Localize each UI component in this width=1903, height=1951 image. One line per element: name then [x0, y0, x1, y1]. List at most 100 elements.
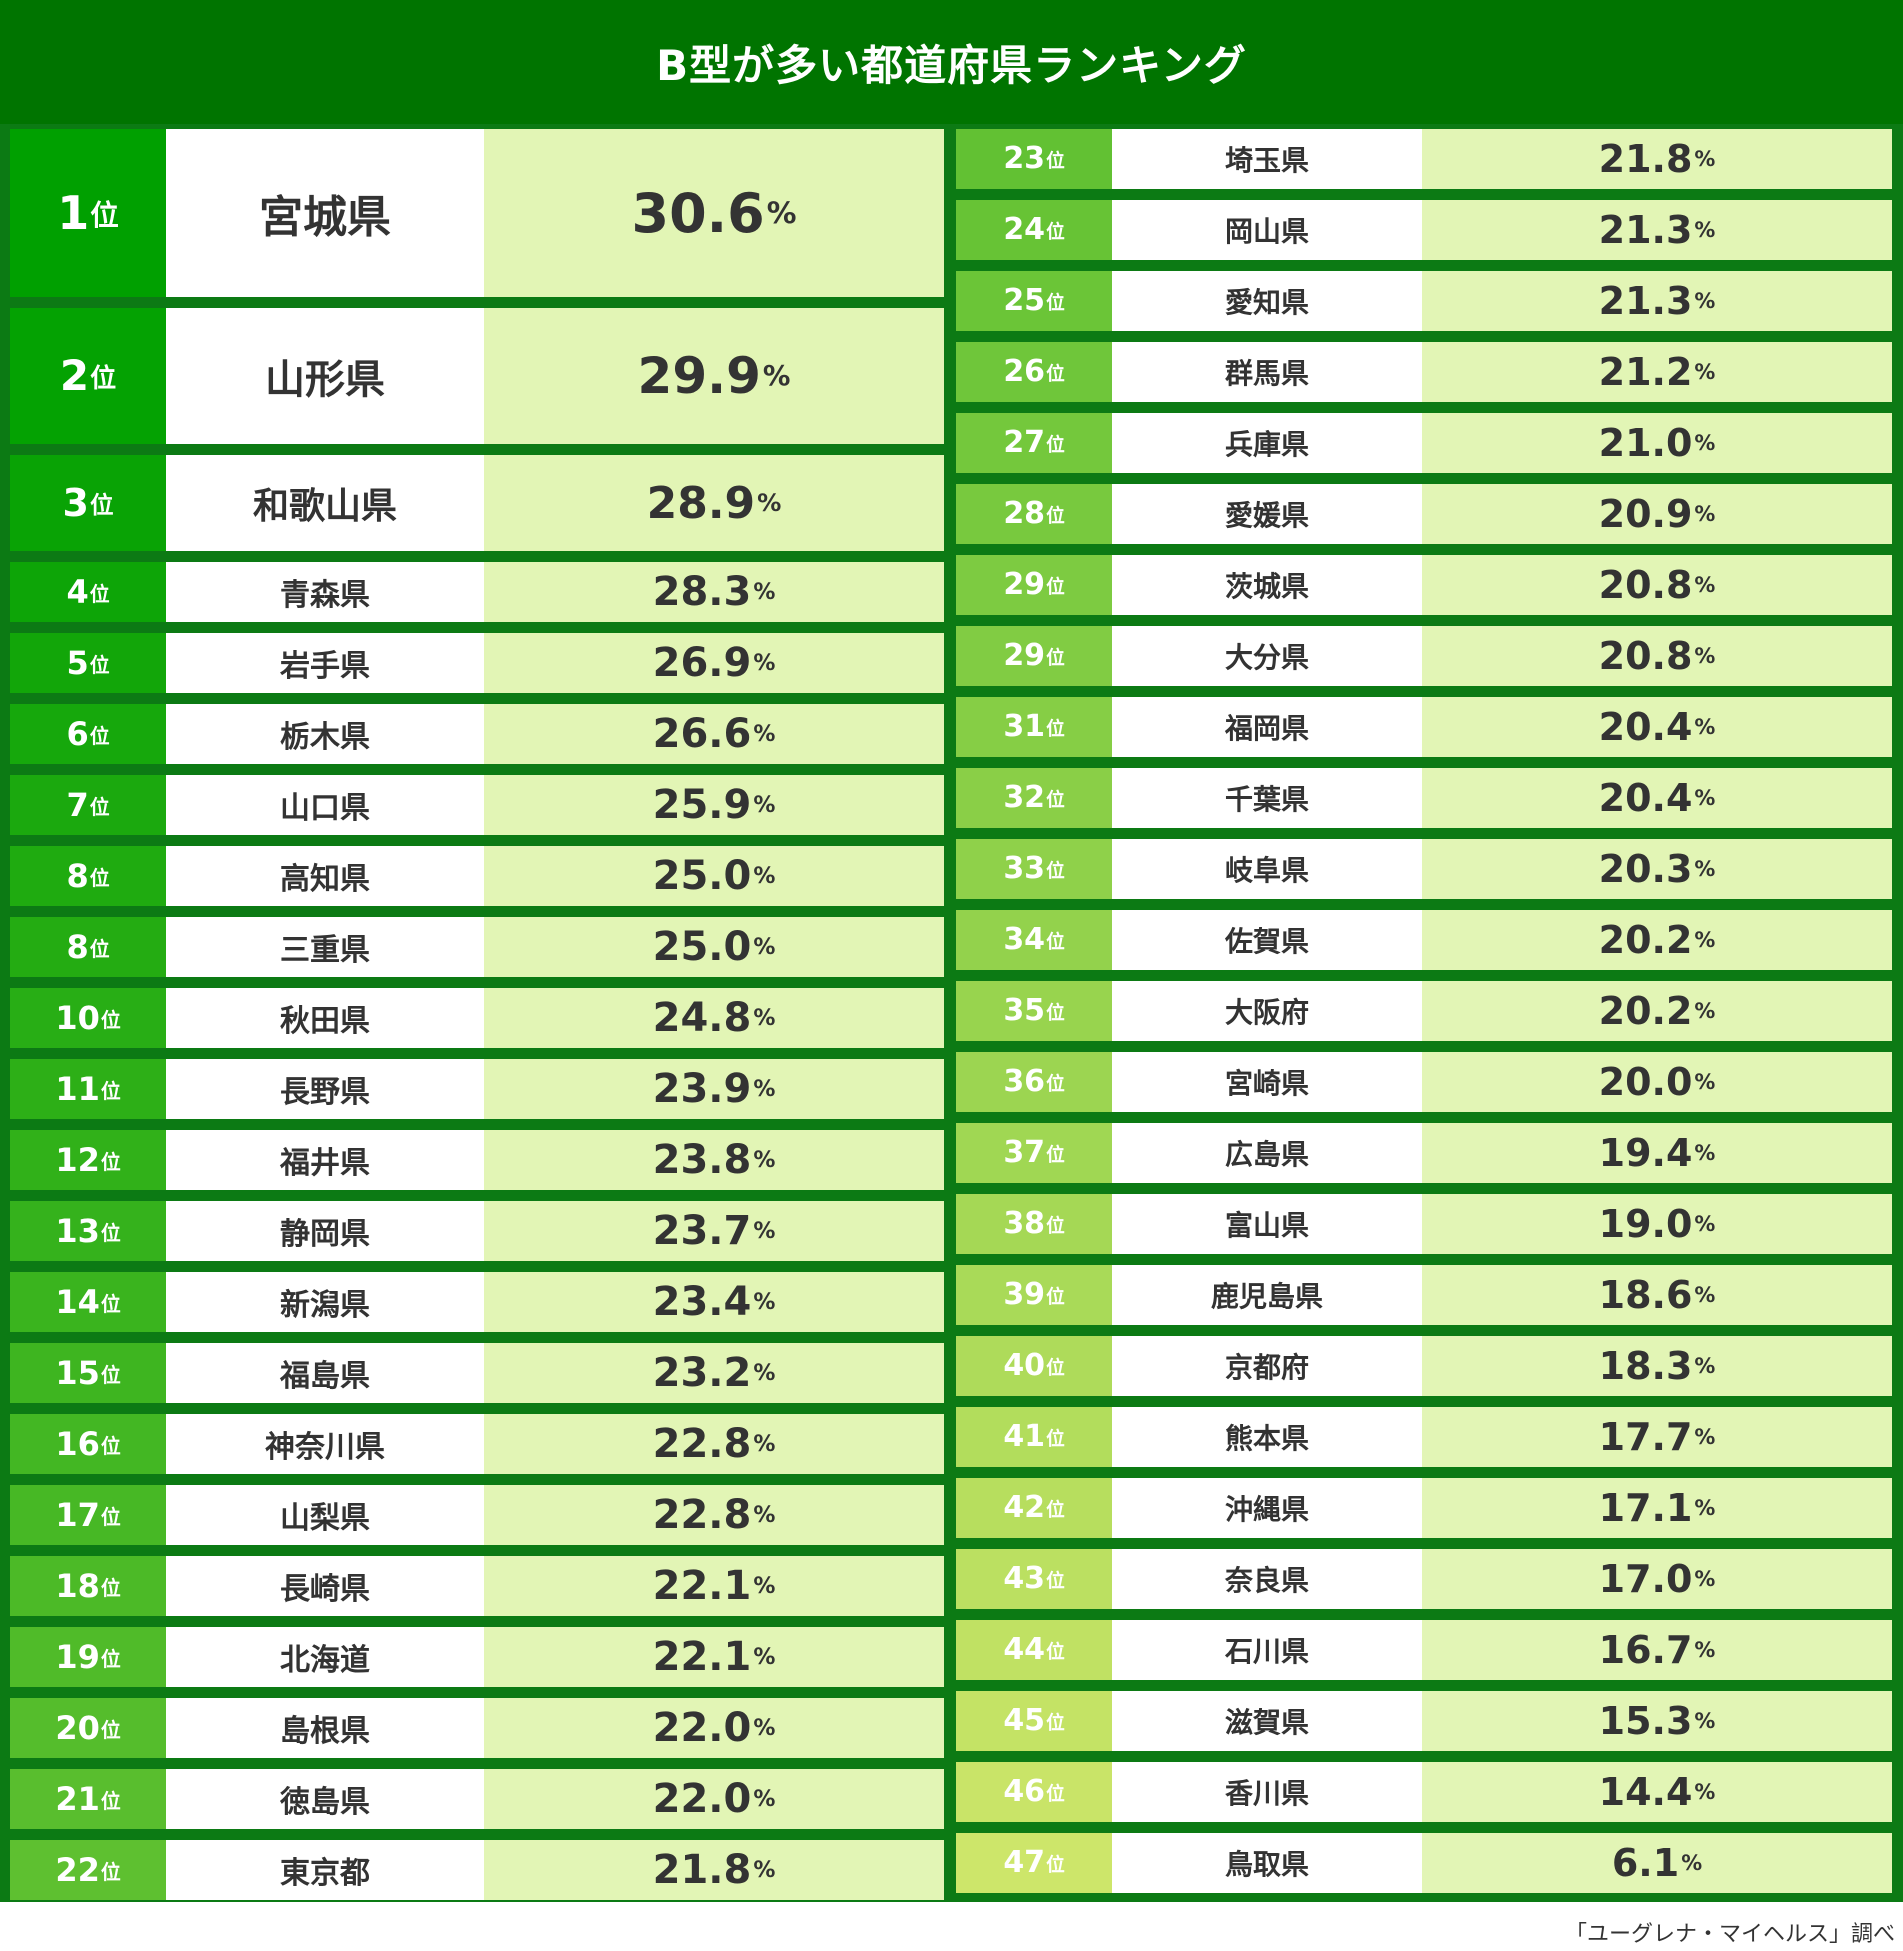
value-number: 18.3 — [1598, 1344, 1693, 1388]
prefecture-name: 栃木県 — [166, 704, 484, 764]
prefecture-name: 高知県 — [166, 846, 484, 906]
prefecture-name: 福岡県 — [1112, 697, 1422, 757]
percent-unit: % — [1694, 1567, 1716, 1591]
percentage-value: 23.7% — [484, 1201, 944, 1261]
rank-number: 14 — [55, 1283, 100, 1321]
prefecture-name: 島根県 — [166, 1698, 484, 1758]
rank-number: 46 — [1003, 1774, 1046, 1809]
percentage-value: 19.4% — [1422, 1123, 1892, 1183]
prefecture-name: 広島県 — [1112, 1123, 1422, 1183]
value-number: 20.4 — [1598, 705, 1693, 749]
prefecture-name: 東京都 — [166, 1840, 484, 1900]
value-number: 20.2 — [1598, 918, 1693, 962]
rank-badge: 29 位 — [956, 555, 1112, 615]
rank-badge: 41 位 — [956, 1407, 1112, 1467]
value-number: 26.6 — [652, 711, 752, 757]
percent-unit: % — [766, 195, 797, 231]
prefecture-name: 長崎県 — [166, 1556, 484, 1616]
ranking-row: 20 位島根県 22.0% — [10, 1698, 944, 1758]
percent-unit: % — [753, 721, 776, 747]
value-number: 23.9 — [652, 1066, 752, 1112]
percent-unit: % — [1694, 147, 1716, 171]
percentage-value: 17.0% — [1422, 1549, 1892, 1609]
rank-number: 11 — [55, 1070, 100, 1108]
rank-badge: 23 位 — [956, 129, 1112, 189]
percent-unit: % — [1694, 1283, 1716, 1307]
prefecture-name: 愛媛県 — [1112, 484, 1422, 544]
prefecture-name: 青森県 — [166, 562, 484, 622]
rank-badge: 32 位 — [956, 768, 1112, 828]
percentage-value: 26.9% — [484, 633, 944, 693]
percentage-value: 22.8% — [484, 1485, 944, 1545]
prefecture-name: 群馬県 — [1112, 342, 1422, 402]
percent-unit: % — [753, 1218, 776, 1244]
rank-unit: 位 — [1046, 1499, 1065, 1521]
prefecture-name: 山口県 — [166, 775, 484, 835]
rank-number: 24 — [1003, 212, 1046, 247]
ranking-row: 40 位京都府 18.3% — [956, 1336, 1892, 1396]
percent-unit: % — [753, 650, 776, 676]
rank-number: 20 — [55, 1709, 100, 1747]
ranking-row: 5 位岩手県 26.9% — [10, 633, 944, 693]
rank-unit: 位 — [1046, 1144, 1065, 1166]
value-number: 20.2 — [1598, 989, 1693, 1033]
percentage-value: 20.2% — [1422, 981, 1892, 1041]
rank-number: 1 — [57, 186, 90, 240]
rank-badge: 20 位 — [10, 1698, 166, 1758]
prefecture-name: 福井県 — [166, 1130, 484, 1190]
rank-number: 19 — [55, 1638, 100, 1676]
rank-unit: 位 — [1046, 1712, 1065, 1734]
ranking-row: 27 位兵庫県 21.0% — [956, 413, 1892, 473]
rank-badge: 12 位 — [10, 1130, 166, 1190]
rank-number: 37 — [1003, 1135, 1046, 1170]
prefecture-name: 徳島県 — [166, 1769, 484, 1829]
ranking-row: 14 位新潟県 23.4% — [10, 1272, 944, 1332]
rank-number: 5 — [66, 644, 89, 682]
percent-unit: % — [1694, 218, 1716, 242]
rank-number: 21 — [55, 1780, 100, 1818]
ranking-row: 19 位北海道 22.1% — [10, 1627, 944, 1687]
rank-unit: 位 — [1046, 221, 1065, 243]
percent-unit: % — [1694, 1070, 1716, 1094]
prefecture-name: 愛知県 — [1112, 271, 1422, 331]
rank-badge: 26 位 — [956, 342, 1112, 402]
value-number: 22.8 — [652, 1492, 752, 1538]
ranking-row: 41 位熊本県 17.7% — [956, 1407, 1892, 1467]
rank-unit: 位 — [100, 1008, 121, 1032]
prefecture-name: 佐賀県 — [1112, 910, 1422, 970]
percentage-value: 17.1% — [1422, 1478, 1892, 1538]
value-number: 28.3 — [652, 569, 752, 615]
rank-number: 39 — [1003, 1277, 1046, 1312]
rank-unit: 位 — [89, 653, 110, 677]
percentage-value: 21.8% — [1422, 129, 1892, 189]
value-number: 20.4 — [1598, 776, 1693, 820]
ranking-row: 11 位長野県 23.9% — [10, 1059, 944, 1119]
rank-number: 40 — [1003, 1348, 1046, 1383]
value-number: 25.0 — [652, 924, 752, 970]
ranking-row: 36 位宮崎県 20.0% — [956, 1052, 1892, 1112]
prefecture-name: 和歌山県 — [166, 455, 484, 551]
percentage-value: 15.3% — [1422, 1691, 1892, 1751]
ranking-row: 12 位福井県 23.8% — [10, 1130, 944, 1190]
rank-badge: 25 位 — [956, 271, 1112, 331]
prefecture-name: 香川県 — [1112, 1762, 1422, 1822]
value-number: 20.8 — [1598, 563, 1693, 607]
percent-unit: % — [1694, 786, 1716, 810]
rank-unit: 位 — [1046, 931, 1065, 953]
rank-number: 47 — [1003, 1845, 1046, 1880]
rank-number: 29 — [1003, 638, 1046, 673]
percent-unit: % — [1694, 360, 1716, 384]
rank-number: 23 — [1003, 141, 1046, 176]
ranking-row: 26 位群馬県 21.2% — [956, 342, 1892, 402]
percentage-value: 21.3% — [1422, 271, 1892, 331]
rank-unit: 位 — [1046, 505, 1065, 527]
rank-unit: 位 — [1046, 363, 1065, 385]
rank-number: 31 — [1003, 709, 1046, 744]
rank-badge: 38 位 — [956, 1194, 1112, 1254]
prefecture-name: 兵庫県 — [1112, 413, 1422, 473]
percentage-value: 22.1% — [484, 1556, 944, 1616]
prefecture-name: 長野県 — [166, 1059, 484, 1119]
percentage-value: 21.0% — [1422, 413, 1892, 473]
rank-badge: 33 位 — [956, 839, 1112, 899]
